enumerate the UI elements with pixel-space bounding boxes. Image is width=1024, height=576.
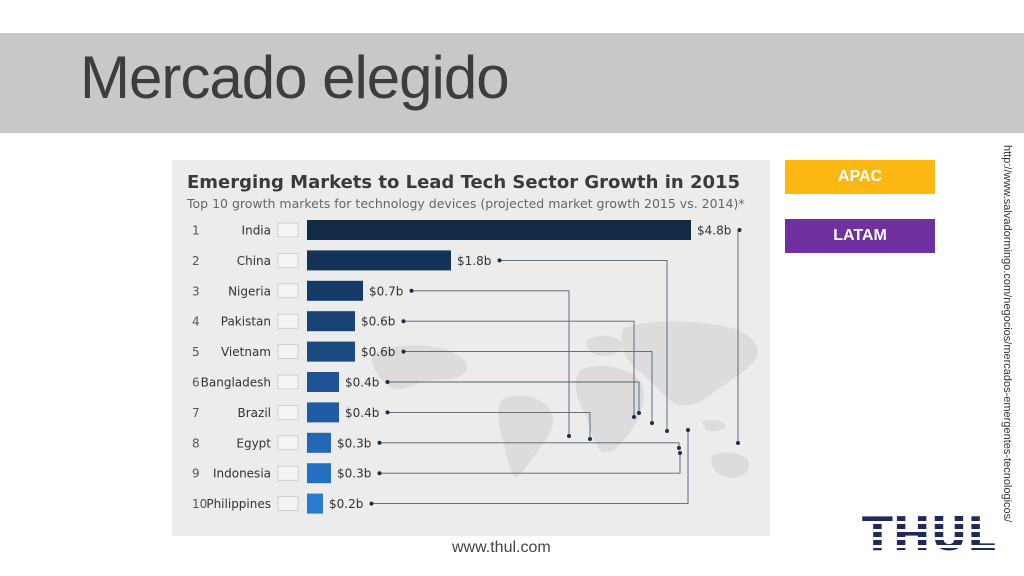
value-label: $4.8b — [697, 224, 731, 238]
category-label: Indonesia — [213, 467, 271, 481]
thul-logo: THUL — [862, 508, 996, 552]
map-dot — [686, 428, 690, 432]
bar-chart: 1 India $4.8b 2 China $1.8b 3 Nigeria $0.7b 4 Paki… — [192, 220, 758, 514]
world-map-shape — [621, 321, 758, 406]
flag-icon — [277, 222, 299, 238]
latam-tag: LATAM — [785, 219, 935, 253]
header-band — [0, 33, 1024, 133]
bar — [307, 311, 355, 332]
category-label: India — [242, 224, 271, 238]
rank-label: 7 — [192, 406, 200, 420]
world-map-shape — [575, 365, 644, 453]
category-label: Philippines — [206, 497, 271, 511]
world-map-shape — [702, 419, 726, 432]
connector-line — [379, 453, 681, 474]
connector-dot — [377, 471, 382, 476]
connector-line — [387, 381, 640, 413]
world-map-shape — [371, 345, 468, 390]
connector-line — [371, 430, 689, 505]
value-label: $0.4b — [345, 376, 379, 390]
rank-label: 8 — [192, 436, 200, 450]
rank-label: 4 — [192, 315, 200, 329]
map-dot — [665, 429, 669, 433]
flag-icon — [277, 465, 299, 481]
apac-tag: APAC — [785, 160, 935, 194]
category-label: China — [237, 254, 271, 268]
footer-url[interactable]: www.thul.com — [452, 539, 551, 556]
value-label: $1.8b — [457, 254, 491, 268]
flag-icon — [277, 435, 299, 451]
rank-label: 10 — [192, 497, 207, 511]
slide-title: Mercado elegido — [80, 44, 510, 111]
rank-label: 9 — [192, 467, 200, 481]
flag-icon — [277, 496, 299, 511]
rank-label: 1 — [192, 224, 200, 238]
value-label: $0.3b — [337, 467, 371, 481]
flag-icon — [277, 344, 299, 359]
map-dot — [677, 446, 681, 450]
connector-dot — [401, 349, 406, 354]
value-label: $0.7b — [369, 284, 403, 298]
world-map-shape — [711, 452, 750, 478]
world-map-shape — [586, 335, 624, 356]
map-dot — [637, 411, 641, 415]
bar — [307, 341, 355, 362]
bar — [307, 402, 339, 423]
flag-icon — [277, 283, 299, 299]
map-dot — [650, 421, 654, 425]
connector-dot — [497, 258, 502, 263]
rank-label: 6 — [192, 376, 200, 390]
connector-dot — [385, 380, 390, 384]
bar — [307, 250, 451, 271]
category-label: Bangladesh — [201, 376, 271, 390]
value-label: $0.4b — [345, 406, 379, 420]
bar — [307, 220, 691, 240]
chart-subtitle: Top 10 growth markets for technology dev… — [187, 196, 745, 211]
connector-line — [411, 290, 570, 436]
connector-dot — [377, 440, 382, 445]
flag-icon — [277, 253, 299, 268]
connector-line — [499, 259, 668, 431]
flag-icon — [277, 374, 299, 390]
rank-label: 2 — [192, 254, 200, 268]
map-dot — [567, 434, 571, 438]
category-label: Vietnam — [221, 345, 271, 359]
bar — [307, 280, 363, 301]
value-label: $0.6b — [361, 345, 395, 359]
map-dot — [588, 437, 592, 441]
flag-icon — [277, 405, 299, 420]
bar — [307, 463, 331, 484]
bar — [307, 432, 331, 453]
bar — [307, 493, 323, 514]
category-label: Brazil — [238, 406, 272, 420]
value-label: $0.2b — [329, 497, 363, 511]
rank-label: 5 — [192, 345, 200, 359]
value-label: $0.6b — [361, 315, 395, 329]
connector-line — [403, 351, 653, 423]
connector-dot — [737, 228, 742, 232]
category-label: Egypt — [236, 436, 271, 450]
connector-dot — [369, 501, 374, 506]
category-label: Nigeria — [228, 284, 271, 298]
chart-title: Emerging Markets to Lead Tech Sector Gro… — [187, 172, 741, 193]
connector-line — [403, 320, 635, 417]
world-map-shape — [498, 395, 554, 478]
connector-dot — [409, 288, 414, 293]
category-label: Pakistan — [221, 315, 271, 329]
rank-label: 3 — [192, 284, 200, 298]
map-dot — [632, 415, 636, 419]
bar — [307, 372, 339, 392]
connector-dot — [401, 319, 406, 324]
connector-line — [387, 411, 591, 439]
map-dot — [678, 451, 682, 455]
flag-icon — [277, 313, 299, 329]
connector-dot — [385, 410, 390, 415]
value-label: $0.3b — [337, 436, 371, 450]
source-url[interactable]: http://www.salvadormingo.com/negocios/me… — [1001, 145, 1013, 523]
map-dot — [736, 441, 740, 445]
